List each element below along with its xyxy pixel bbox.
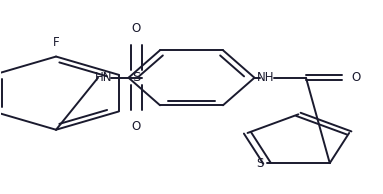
Text: O: O — [131, 120, 141, 133]
Text: F: F — [53, 36, 59, 49]
Text: S: S — [132, 71, 140, 84]
Text: NH: NH — [257, 71, 275, 84]
Text: S: S — [256, 157, 264, 170]
Text: O: O — [352, 71, 361, 84]
Text: HN: HN — [95, 71, 113, 84]
Text: O: O — [131, 22, 141, 35]
